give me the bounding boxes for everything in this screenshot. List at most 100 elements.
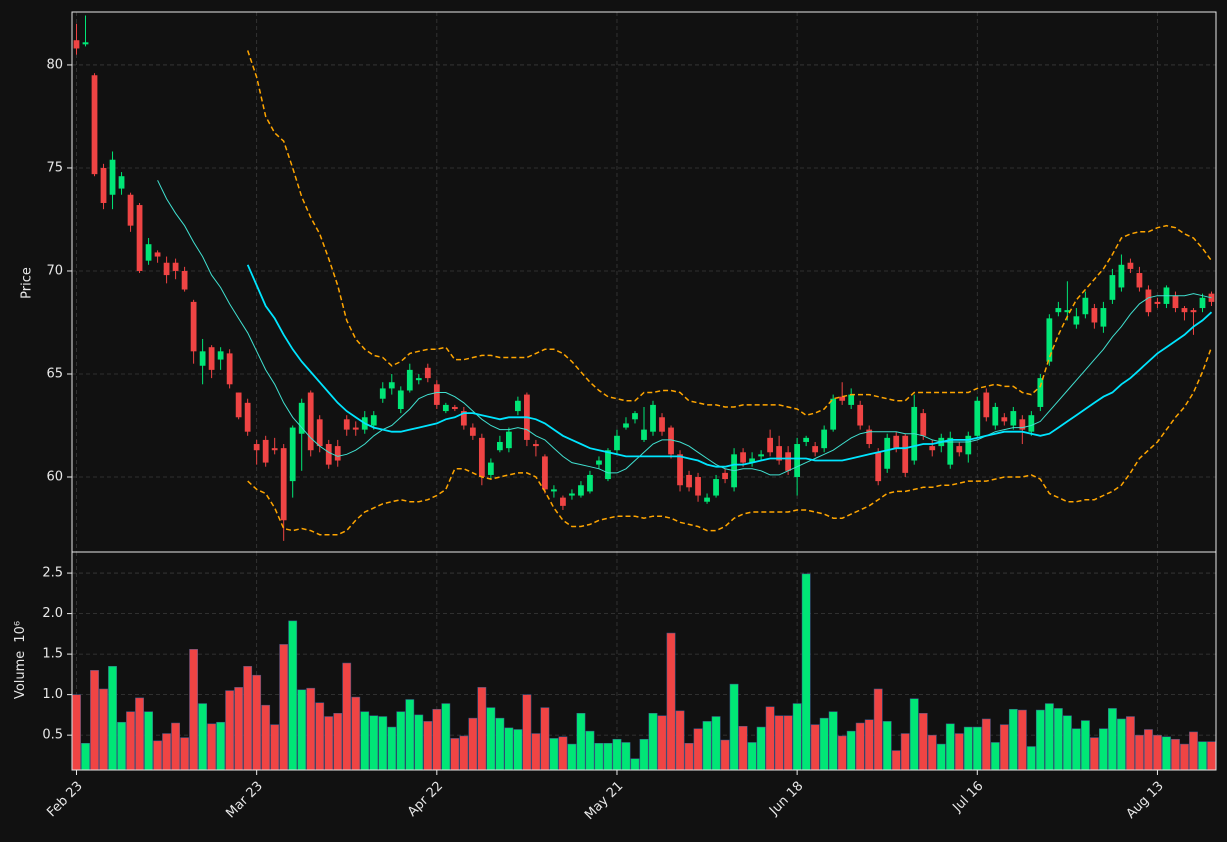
volume-bar (882, 721, 892, 771)
candle-body (542, 456, 548, 490)
volume-bar (99, 688, 108, 771)
volume-bar (414, 714, 424, 771)
candle-body (325, 444, 332, 465)
volume-bar (1117, 718, 1126, 771)
volume-bar (207, 723, 217, 771)
volume-bar (1017, 709, 1027, 771)
volume-bar (531, 733, 541, 771)
candle-body (487, 462, 494, 475)
candle-body (704, 497, 710, 502)
volume-bar (963, 726, 973, 771)
volume-bar (504, 727, 514, 771)
volume-bar (396, 711, 406, 771)
volume-bar (1035, 709, 1045, 771)
candle-body (163, 262, 170, 276)
volume-bar (342, 662, 352, 771)
candle-body (1109, 275, 1116, 300)
candle-body (992, 406, 999, 426)
candle-body (73, 40, 80, 49)
volume-bar (117, 721, 126, 771)
volume-bar (846, 730, 856, 771)
volume-label: Volume (13, 651, 28, 699)
candle-body (830, 398, 837, 430)
candle-body (560, 497, 566, 506)
candle-body (740, 452, 746, 463)
indicator-line (157, 180, 1212, 476)
volume-bar (423, 721, 433, 771)
volume-bar (1162, 736, 1171, 771)
candle-body (1154, 301, 1161, 304)
volume-bar (1008, 708, 1018, 771)
candle-body (397, 390, 404, 410)
y-tick-label: 75 (46, 160, 63, 175)
candle-body (1136, 273, 1143, 288)
y-tick-label: 1.5 (42, 647, 63, 662)
candle-body (1019, 419, 1026, 430)
volume-bar (783, 715, 793, 771)
volume-bar (756, 726, 766, 771)
candle-body (478, 437, 485, 478)
candle-body (812, 446, 819, 453)
y-tick-label: 80 (46, 57, 63, 72)
volume-bar (837, 735, 847, 771)
volume-bar (747, 742, 757, 771)
volume-bar (621, 742, 631, 771)
candle-body (974, 400, 981, 436)
candle-body (388, 382, 395, 389)
candle-body (109, 159, 116, 195)
y-tick-label: 2.5 (42, 566, 63, 581)
volume-bar (441, 703, 451, 771)
volume-bar (144, 711, 153, 771)
candle-body (1172, 295, 1179, 309)
volume-bar (387, 726, 397, 771)
volume-bar (522, 694, 532, 771)
volume-offset: 10⁶ (13, 621, 28, 643)
volume-bar (927, 734, 937, 771)
volume-bar (270, 724, 280, 771)
candle-body (803, 437, 810, 442)
volume-bar (990, 742, 1000, 771)
candle-body (136, 205, 143, 271)
volume-bar (405, 699, 415, 771)
volume-bar (279, 644, 289, 771)
volume-bar (945, 723, 955, 771)
volume-bar (954, 733, 964, 771)
candle-body (884, 437, 891, 469)
volume-bar (1090, 737, 1099, 771)
volume-bar (459, 735, 469, 771)
candle-body (451, 406, 458, 410)
candle-body (154, 252, 161, 257)
volume-bar (549, 738, 559, 771)
candle-body (1055, 308, 1062, 313)
candle-body (839, 396, 846, 401)
candle-body (758, 454, 764, 457)
volume-bar (180, 737, 189, 771)
volume-bar (252, 674, 262, 771)
volume-panel-frame (71, 551, 1217, 771)
candle-body (578, 485, 584, 496)
volume-bar (495, 717, 505, 771)
candle-body (686, 474, 692, 488)
volume-bar (1198, 741, 1207, 771)
volume-bar (486, 707, 496, 771)
candle-body (983, 392, 990, 418)
candle-body (370, 415, 377, 426)
candle-body (235, 392, 242, 418)
candle-body (1091, 308, 1098, 323)
volume-bar (693, 728, 703, 771)
volume-bar (585, 730, 595, 771)
volume-bar (1080, 720, 1090, 771)
volume-bar (261, 704, 271, 771)
candle-body (316, 419, 323, 447)
candle-body (1010, 411, 1017, 426)
volume-bar (198, 703, 208, 771)
volume-bar (162, 733, 171, 771)
candle-body (614, 435, 620, 451)
volume-bar (765, 706, 775, 771)
candle-body (569, 493, 575, 496)
volume-bar (1171, 738, 1180, 771)
volume-bar (1144, 729, 1153, 771)
volume-bar (450, 738, 460, 771)
candle-body (947, 437, 954, 465)
volume-bar (324, 716, 334, 771)
